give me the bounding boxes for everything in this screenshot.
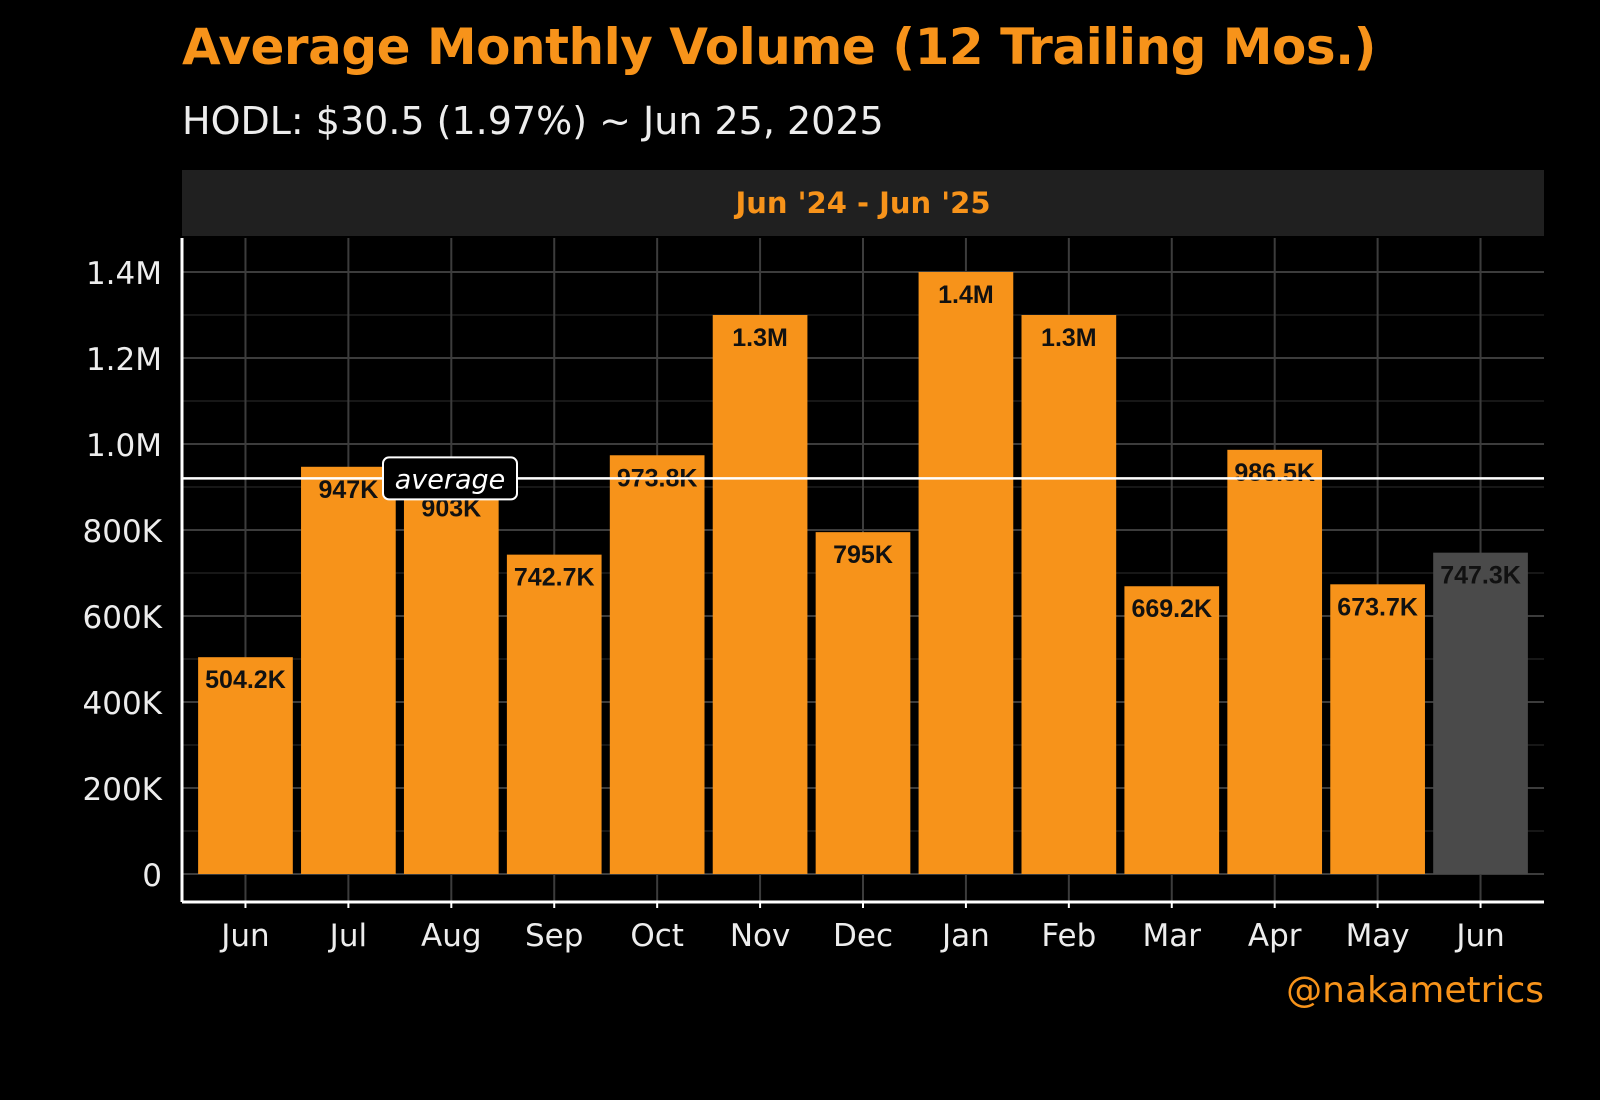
- bar-feb: [1021, 315, 1117, 874]
- bar-nov: [712, 315, 808, 874]
- x-tick-label: Jun: [219, 918, 269, 954]
- bar-dec: [815, 532, 911, 874]
- x-tick-label: Jan: [940, 918, 990, 954]
- x-tick-label: Jul: [328, 918, 367, 954]
- bar-aug: [403, 485, 499, 874]
- data-label: 1.3M: [1041, 324, 1097, 352]
- y-tick-label: 400K: [83, 686, 163, 722]
- data-label: 669.2K: [1131, 595, 1212, 623]
- average-label: average: [395, 464, 506, 495]
- x-tick-label: Feb: [1041, 918, 1096, 954]
- x-tick-label: Mar: [1143, 918, 1202, 954]
- data-label: 504.2K: [205, 666, 286, 694]
- bar-apr: [1227, 449, 1323, 874]
- y-tick-label: 1.2M: [86, 342, 162, 378]
- y-tick-label: 600K: [83, 600, 163, 636]
- data-label: 795K: [833, 541, 893, 569]
- y-tick-label: 1.4M: [86, 256, 162, 292]
- credit-text: @nakametrics: [1286, 970, 1544, 1011]
- y-tick-label: 800K: [83, 514, 163, 550]
- facet-label: Jun '24 - Jun '25: [735, 186, 991, 220]
- y-tick-label: 1.0M: [86, 428, 162, 464]
- data-label: 747.3K: [1440, 562, 1521, 590]
- data-label: 947K: [319, 476, 379, 504]
- bar-jan: [918, 272, 1014, 874]
- chart-title: Average Monthly Volume (12 Trailing Mos.…: [182, 18, 1377, 76]
- data-label: 742.7K: [514, 564, 595, 592]
- x-tick-label: Sep: [525, 918, 583, 954]
- data-label: 986.5K: [1234, 459, 1315, 487]
- data-label: 673.7K: [1337, 593, 1418, 621]
- facet-strip: Jun '24 - Jun '25: [182, 170, 1544, 236]
- bar-sep: [506, 554, 602, 874]
- x-tick-label: Dec: [833, 918, 893, 954]
- bar-mar: [1124, 586, 1220, 874]
- bar-may: [1330, 584, 1425, 874]
- bar-jun: [198, 657, 293, 874]
- chart-subtitle: HODL: $30.5 (1.97%) ~ Jun 25, 2025: [182, 99, 884, 143]
- bar-jul: [301, 466, 396, 874]
- y-tick-label: 200K: [83, 772, 163, 808]
- bar-oct: [609, 455, 705, 874]
- x-tick-label: Jun: [1454, 918, 1504, 954]
- x-tick-label: Aug: [421, 918, 482, 954]
- x-tick-label: Apr: [1248, 918, 1302, 954]
- x-tick-label: Nov: [730, 918, 791, 954]
- average-label-box: [382, 456, 518, 501]
- y-tick-label: 0: [142, 858, 162, 894]
- data-label: 1.4M: [938, 281, 994, 309]
- bar-jun-current: [1433, 552, 1528, 874]
- x-tick-label: May: [1346, 918, 1410, 954]
- data-label: 1.3M: [732, 324, 788, 352]
- x-tick-label: Oct: [630, 918, 684, 954]
